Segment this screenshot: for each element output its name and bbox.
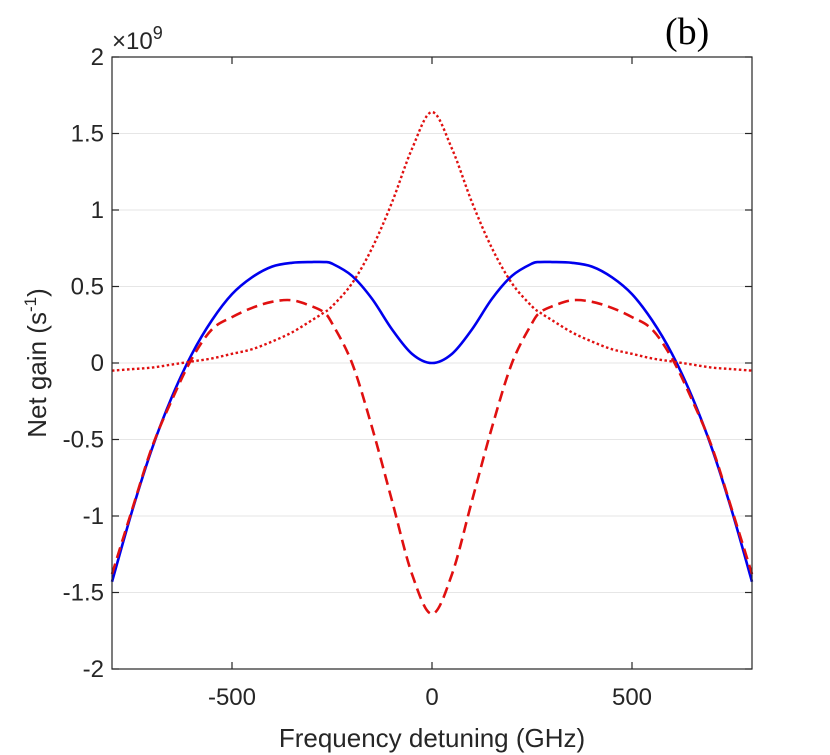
series-lines	[110, 110, 754, 616]
series-dashed-line	[110, 298, 754, 616]
y-axis-label-sup: -1	[21, 297, 40, 312]
y-tick-label: -2	[83, 656, 104, 683]
x-axis-label: Frequency detuning (GHz)	[279, 723, 585, 753]
y-axis-label: Net gain (s-1)	[21, 288, 52, 438]
y-tick-label: 1.5	[71, 121, 104, 148]
y-multiplier-exp: 9	[153, 23, 163, 43]
y-tick-label: 0	[91, 350, 104, 377]
y-tick-label: 1	[91, 197, 104, 224]
y-tick-label: 0.5	[71, 274, 104, 301]
series-solid-line	[110, 260, 754, 583]
gridlines	[112, 133, 752, 593]
y-tick-label: 2	[91, 44, 104, 71]
tick-marks	[112, 56, 752, 670]
panel-label: (b)	[665, 11, 709, 53]
y-multiplier: ×109	[112, 23, 163, 55]
y-tick-label: -0.5	[63, 427, 104, 454]
y-tick-label: -1	[83, 503, 104, 530]
y-axis-label-main: Net gain (s	[22, 312, 52, 438]
series-dotted-line	[111, 110, 753, 372]
x-tick-label: 500	[612, 684, 652, 711]
y-tick-label: -1.5	[63, 580, 104, 607]
y-multiplier-base: ×10	[112, 28, 153, 55]
y-axis-label-close: )	[22, 288, 52, 297]
x-tick-label: -500	[208, 684, 256, 711]
tick-labels: 2 1.5 1 0.5 0 -0.5 -1 -1.5 -2 -500 0 500	[63, 44, 652, 711]
x-tick-label: 0	[425, 684, 438, 711]
